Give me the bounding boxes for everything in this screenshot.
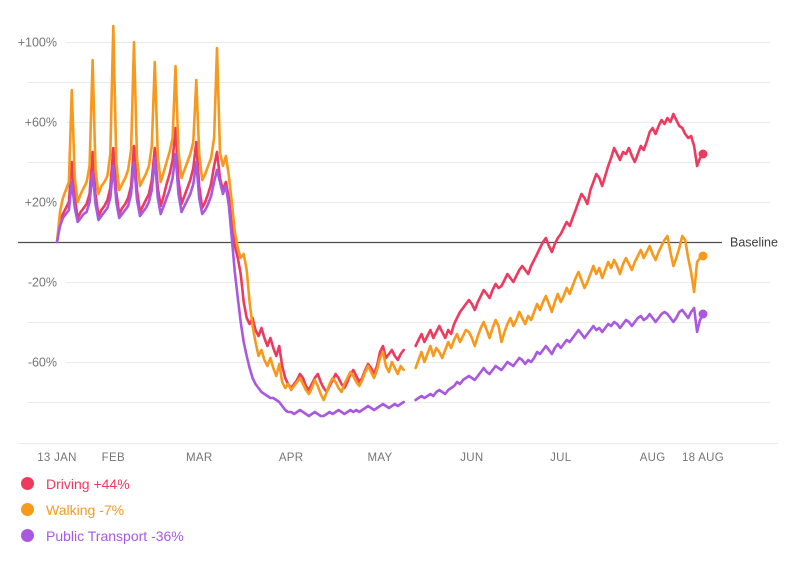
public-transport-legend-label: Public Transport -36% (46, 527, 184, 544)
y-tick-label: -20% (28, 276, 57, 290)
driving-color-dot-icon (21, 477, 34, 490)
x-tick-label: FEB (102, 452, 125, 464)
driving-line (55, 112, 705, 394)
x-tick-label: 18 AUG (682, 452, 724, 464)
y-tick-label: +100% (18, 36, 57, 50)
x-tick-label: MAY (368, 452, 393, 464)
y-tick-label: +60% (25, 116, 57, 130)
public-transport-end-dot (698, 309, 708, 319)
legend: Driving +44% Walking -7% Public Transpor… (21, 474, 184, 545)
legend-item-walking[interactable]: Walking -7% (21, 500, 184, 519)
walking-end-dot (698, 251, 708, 261)
y-tick-label: +20% (25, 196, 57, 210)
y-tick-label: -60% (28, 356, 57, 370)
walking-color-dot-icon (21, 503, 34, 516)
public-transport-line (55, 152, 705, 418)
x-tick-label: JUL (550, 452, 572, 464)
trend-line-chart[interactable]: +100% +60% +20% -20% -60% Baseline 13 JAN FEB MA… (0, 0, 794, 470)
walking-legend-label: Walking -7% (46, 501, 125, 518)
driving-legend-label: Driving +44% (46, 475, 130, 492)
x-tick-label: JUN (460, 452, 483, 464)
baseline-label: Baseline (730, 236, 778, 250)
x-tick-label: APR (279, 452, 304, 464)
x-tick-label: AUG (640, 452, 666, 464)
public-transport-color-dot-icon (21, 529, 34, 542)
walking-line (55, 24, 705, 402)
x-tick-label: MAR (186, 452, 212, 464)
legend-item-driving[interactable]: Driving +44% (21, 474, 184, 493)
legend-item-public-transport[interactable]: Public Transport -36% (21, 526, 184, 545)
driving-end-dot (698, 149, 708, 159)
x-tick-label: 13 JAN (37, 452, 77, 464)
